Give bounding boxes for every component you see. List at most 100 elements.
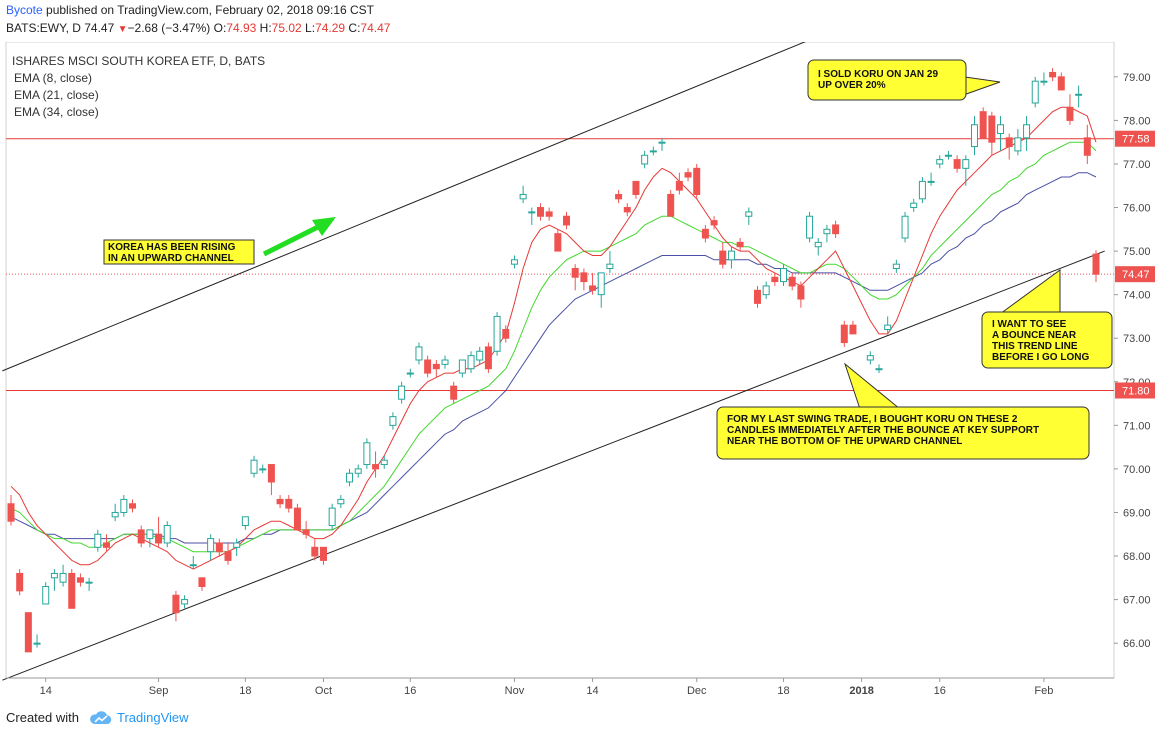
candle-body	[1023, 124, 1031, 139]
x-tick-label: Nov	[505, 685, 525, 697]
candle-body	[536, 207, 544, 217]
callout-text: A BOUNCE NEAR	[992, 330, 1077, 341]
created-with-label: Created with	[6, 710, 79, 725]
candle-body	[997, 124, 1005, 134]
candle-body	[814, 241, 822, 248]
y-tick-label: 66.00	[1123, 638, 1151, 650]
legend: ISHARES MSCI SOUTH KOREA ETF, D, BATS EM…	[12, 54, 265, 119]
candle	[146, 529, 154, 548]
candle	[1083, 124, 1091, 164]
candle-body	[120, 498, 128, 513]
candle-body	[1049, 71, 1057, 78]
open-value: 74.93	[226, 21, 257, 35]
candle	[233, 538, 241, 557]
candle-body	[771, 276, 779, 283]
candle-body	[545, 211, 553, 217]
ohlc-line: BATS:EWY, D 74.47 ▼−2.68 (−3.47%) O:74.9…	[6, 20, 390, 38]
candle	[1075, 85, 1083, 108]
candle-body	[884, 324, 892, 331]
candle	[875, 364, 883, 374]
candle-body	[250, 459, 258, 474]
candle-body	[207, 538, 215, 553]
chart-header: Bycote published on TradingView.com, Feb…	[6, 2, 390, 38]
candle	[493, 312, 501, 356]
candle	[441, 355, 449, 369]
candle	[823, 224, 831, 243]
green-arrow-shaft	[262, 223, 322, 257]
candle-body	[806, 215, 814, 239]
channel-lines	[2, 42, 1105, 681]
candle	[476, 346, 484, 365]
candle	[658, 137, 666, 151]
grid	[5, 42, 1115, 679]
candle-body	[16, 572, 24, 592]
candle	[832, 220, 840, 239]
candle-body	[554, 233, 562, 252]
candle	[354, 464, 362, 478]
candle-body	[667, 193, 675, 217]
candle-body	[224, 551, 232, 561]
candle-body	[649, 150, 657, 153]
candle-body	[840, 324, 848, 344]
candle	[215, 538, 223, 557]
candle-body	[493, 315, 501, 352]
candle-body	[406, 372, 414, 375]
candle	[892, 259, 900, 273]
candle-body	[398, 385, 406, 400]
candle	[1031, 76, 1039, 108]
candle-body	[102, 542, 110, 548]
candle-body	[415, 346, 423, 361]
candle-body	[623, 207, 631, 213]
candle	[927, 172, 935, 186]
candle-body	[762, 285, 770, 296]
x-tick-label: Sep	[149, 685, 169, 697]
y-tick-label: 79.00	[1123, 72, 1151, 84]
price-label: 71.80	[1122, 385, 1150, 397]
candle-body	[641, 154, 649, 165]
candle-body	[563, 215, 571, 226]
candle	[606, 251, 614, 273]
candle-body	[528, 211, 536, 214]
candle	[380, 455, 388, 469]
symbol-label: BATS:EWY, D	[6, 21, 81, 35]
candle	[458, 359, 466, 378]
candle-body	[372, 464, 380, 470]
callout-tail	[843, 362, 902, 410]
candle	[102, 534, 110, 552]
candle-body	[424, 359, 432, 374]
candle	[137, 525, 145, 548]
candle-body	[441, 359, 449, 365]
legend-ema21: EMA (21, close)	[14, 88, 99, 102]
candle	[615, 190, 623, 204]
candle	[111, 503, 119, 522]
candle-body	[589, 285, 597, 291]
author-link[interactable]: Bycote	[6, 3, 43, 17]
x-tick-label: 16	[934, 685, 946, 697]
candle	[328, 503, 336, 530]
candle	[484, 342, 492, 374]
candle-body	[832, 224, 840, 235]
candle	[94, 529, 102, 552]
candle	[172, 590, 180, 622]
candle-body	[155, 533, 163, 544]
candle	[363, 438, 371, 469]
candle-body	[918, 180, 926, 200]
last-price: 74.47	[84, 21, 115, 35]
tradingview-brand[interactable]: TradingView	[85, 710, 189, 725]
candle-body	[450, 385, 458, 400]
candle-body	[259, 468, 267, 471]
candle	[432, 360, 440, 378]
candle	[68, 569, 76, 609]
candle-body	[1005, 137, 1013, 148]
candle-body	[675, 180, 683, 191]
candle	[536, 203, 544, 221]
callout-text: NEAR THE BOTTOM OF THE UPWARD CHANNEL	[727, 436, 962, 447]
candle	[589, 272, 597, 295]
candle-body	[293, 507, 301, 531]
candle	[155, 516, 163, 548]
candle	[250, 455, 258, 478]
candle	[163, 521, 171, 548]
